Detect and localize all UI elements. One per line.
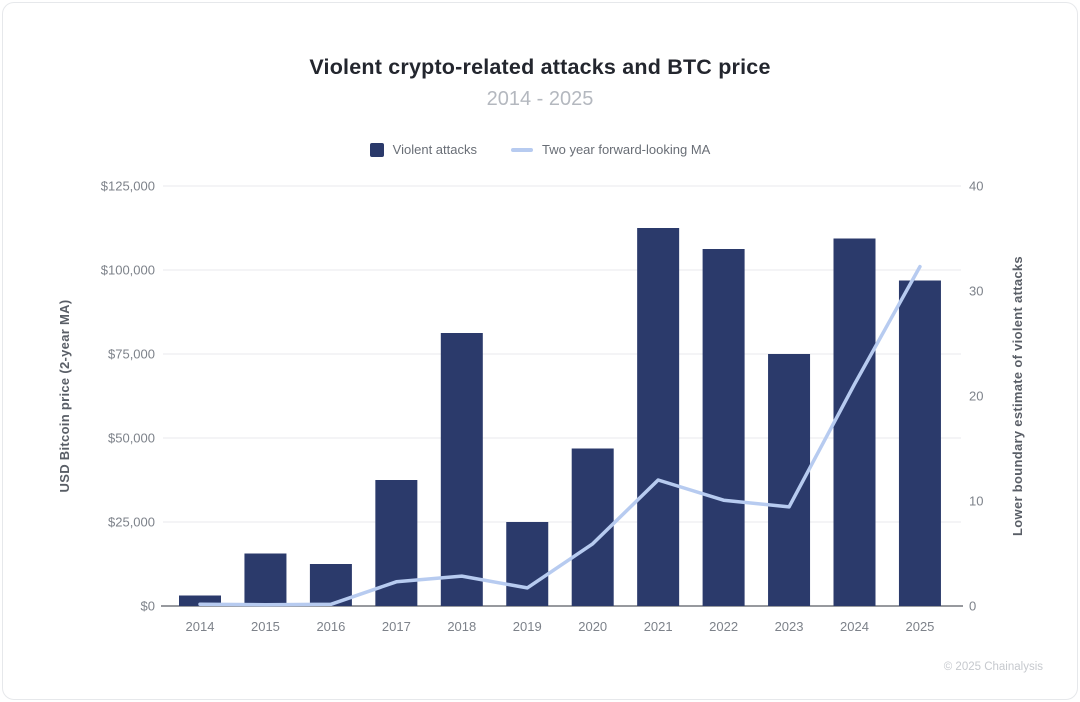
left-axis-tick-label: $75,000: [108, 347, 155, 362]
legend-item-ma-line: Two year forward-looking MA: [510, 142, 711, 157]
x-tick-label: 2018: [447, 619, 476, 634]
left-axis-tick-label: $0: [141, 599, 155, 614]
right-axis-tick-label: 0: [969, 599, 976, 614]
legend-swatch-violent-attacks: [369, 142, 384, 157]
bar-2024: [833, 238, 876, 606]
x-tick-label: 2017: [382, 619, 411, 634]
left-axis-tick-label: $25,000: [108, 515, 155, 530]
x-tick-label: 2016: [316, 619, 345, 634]
x-tick-label: 2019: [513, 619, 542, 634]
chart-title: Violent crypto-related attacks and BTC p…: [309, 55, 771, 79]
x-tick-label: 2020: [578, 619, 607, 634]
x-tick-label: 2015: [251, 619, 280, 634]
bar-2019: [506, 522, 549, 606]
x-tick-label: 2023: [775, 619, 804, 634]
bar-2022: [702, 249, 745, 606]
bar-2014: [179, 595, 221, 606]
legend-item-violent-attacks: Violent attacks: [369, 142, 477, 157]
x-tick-label: 2021: [644, 619, 673, 634]
right-axis-tick-label: 20: [969, 389, 983, 404]
left-axis-title: USD Bitcoin price (2-year MA): [57, 300, 72, 493]
x-tick-label: 2014: [186, 619, 215, 634]
bar-2018: [440, 333, 483, 606]
left-axis-tick-label: $100,000: [101, 263, 155, 278]
right-axis-tick-label: 40: [969, 179, 983, 194]
left-axis-tick-label: $125,000: [101, 179, 155, 194]
legend: Violent attacks Two year forward-looking…: [3, 142, 1077, 157]
x-tick-label: 2022: [709, 619, 738, 634]
right-axis-tick-label: 30: [969, 284, 983, 299]
bar-2021: [637, 228, 680, 606]
chart-area: $0 $25,000 $50,000 $75,000 $100,000 $125,000 0…: [3, 3, 1077, 699]
x-tick-label: 2024: [840, 619, 869, 634]
bar-2025: [898, 280, 941, 606]
right-axis-tick-label: 10: [969, 494, 983, 509]
ma-line: [198, 264, 922, 607]
right-axis-title: Lower boundary estimate of violent attac…: [1010, 256, 1025, 536]
attribution: © 2025 Chainalysis: [943, 661, 1043, 673]
legend-label-ma-line: Two year forward-looking MA: [541, 142, 711, 157]
legend-label-violent-attacks: Violent attacks: [392, 142, 477, 157]
chart-canvas: $0 $25,000 $50,000 $75,000 $100,000 $125,000 0…: [57, 179, 1025, 635]
bar-2015: [244, 553, 287, 606]
legend-swatch-ma-line: [510, 147, 533, 152]
x-tick-label: 2025: [905, 619, 934, 634]
chart-subtitle: 2014 - 2025: [486, 88, 594, 110]
bar-2020: [571, 448, 614, 606]
left-axis-tick-label: $50,000: [108, 431, 155, 446]
